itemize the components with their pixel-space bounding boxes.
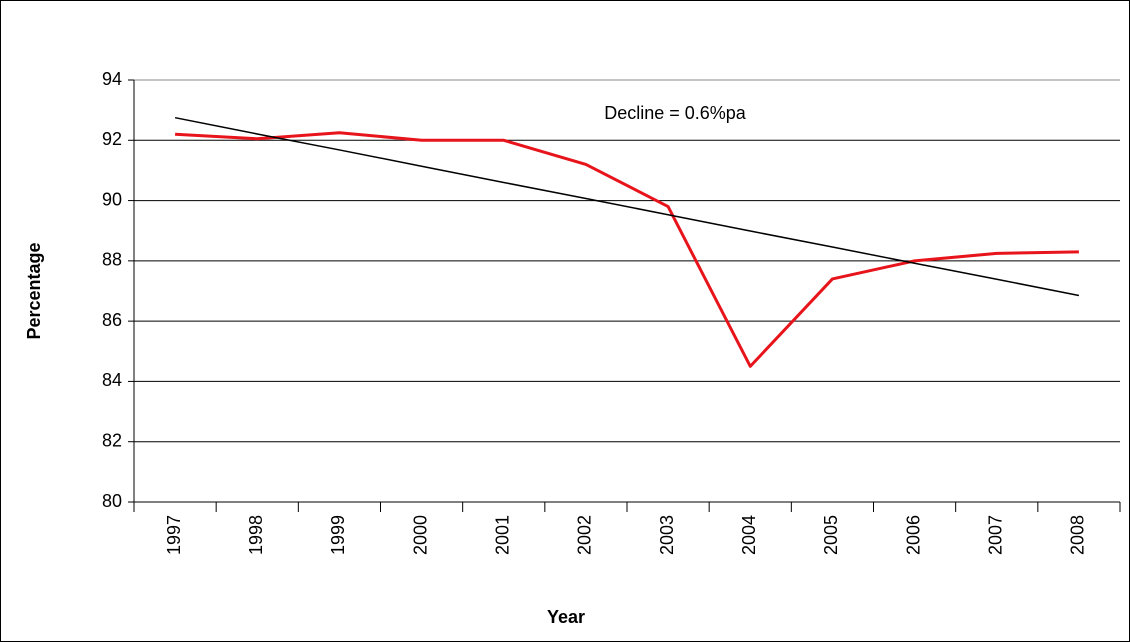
x-tick-label: 2006 — [903, 515, 923, 555]
x-tick-label: 2001 — [493, 515, 513, 555]
x-tick-label: 1998 — [246, 515, 266, 555]
line-series — [174, 116, 1080, 297]
line-series — [175, 131, 1079, 368]
y-tick-label: 82 — [102, 430, 122, 450]
x-tick-label: 2000 — [410, 515, 430, 555]
x-tick-label: 1997 — [164, 515, 184, 555]
y-tick-label: 92 — [102, 129, 122, 149]
y-tick-label: 88 — [102, 250, 122, 270]
x-tick-label: 2007 — [986, 515, 1006, 555]
x-tick-label: 2003 — [657, 515, 677, 555]
x-tick-label: 2002 — [575, 515, 595, 555]
y-axis-label: Percentage — [24, 242, 44, 339]
x-tick-label: 2008 — [1068, 515, 1088, 555]
annotation: Decline = 0.6%pa — [604, 103, 747, 123]
y-tick-label: 90 — [102, 189, 122, 209]
x-tick-label: 2004 — [739, 515, 759, 555]
x-tick-label: 2005 — [821, 515, 841, 555]
y-tick-label: 86 — [102, 310, 122, 330]
x-axis-label: Year — [547, 607, 585, 627]
y-tick-label: 94 — [102, 69, 122, 89]
y-tick-label: 80 — [102, 491, 122, 511]
y-tick-label: 84 — [102, 370, 122, 390]
x-tick-label: 1999 — [328, 515, 348, 555]
